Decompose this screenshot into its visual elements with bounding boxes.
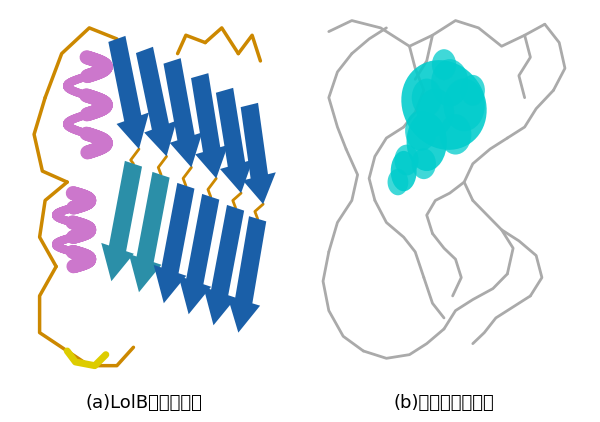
Polygon shape: [109, 36, 149, 149]
Circle shape: [416, 89, 454, 136]
Polygon shape: [136, 47, 176, 157]
Text: (b)分子内部の空洞: (b)分子内部の空洞: [394, 394, 494, 412]
Polygon shape: [163, 58, 202, 168]
Ellipse shape: [407, 112, 447, 171]
Text: (a)LolBの分子構造: (a)LolBの分子構造: [86, 394, 202, 412]
Polygon shape: [227, 216, 266, 333]
Circle shape: [412, 78, 442, 117]
Polygon shape: [203, 205, 244, 325]
Circle shape: [412, 148, 436, 179]
Circle shape: [432, 49, 456, 80]
Polygon shape: [101, 161, 142, 281]
Polygon shape: [216, 88, 253, 193]
Circle shape: [443, 78, 485, 131]
Circle shape: [440, 114, 472, 154]
Polygon shape: [191, 73, 228, 179]
Polygon shape: [241, 103, 276, 204]
Ellipse shape: [391, 151, 416, 191]
Circle shape: [405, 111, 437, 151]
Circle shape: [461, 75, 485, 106]
Circle shape: [431, 59, 469, 107]
Circle shape: [394, 145, 419, 176]
Circle shape: [388, 169, 408, 195]
Ellipse shape: [401, 60, 487, 150]
Polygon shape: [129, 172, 170, 292]
Polygon shape: [154, 183, 194, 303]
Polygon shape: [179, 194, 219, 314]
